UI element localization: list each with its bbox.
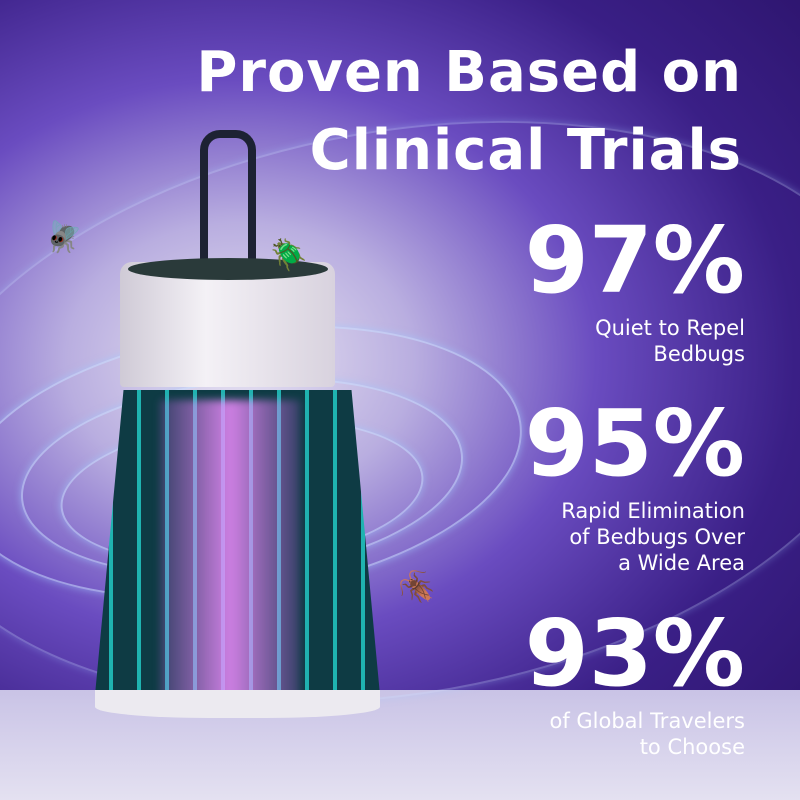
lamp-cap-top <box>128 258 328 280</box>
stat-value: 95% <box>524 390 745 497</box>
stat-travelers: 93% of Global Travelers to Choose <box>525 608 745 760</box>
headline-line-1: Proven Based on <box>196 40 742 105</box>
caption-line: of Bedbugs Over <box>569 525 745 549</box>
fly-icon: 🪰 <box>45 220 83 255</box>
lamp-strap <box>200 130 256 288</box>
stat-caption: Quiet to Repel Bedbugs <box>525 315 745 367</box>
bedbug-icon: 🪲 <box>270 238 308 273</box>
stat-elimination: 95% Rapid Elimination of Bedbugs Over a … <box>525 398 745 576</box>
cockroach-icon: 🪳 <box>398 570 436 605</box>
headline-line-2: Clinical Trials <box>309 118 742 183</box>
lamp-cap <box>120 262 335 387</box>
stat-value: 93% <box>524 600 745 707</box>
caption-line: Bedbugs <box>653 342 745 366</box>
stat-value: 97% <box>524 207 745 314</box>
uv-light-glow <box>160 400 300 700</box>
stat-caption: of Global Travelers to Choose <box>525 708 745 760</box>
caption-line: Quiet to Repel <box>595 316 745 340</box>
caption-line: of Global Travelers <box>549 709 745 733</box>
stat-quiet: 97% Quiet to Repel Bedbugs <box>525 215 745 367</box>
lamp-base <box>95 690 380 718</box>
caption-line: to Choose <box>639 735 745 759</box>
caption-line: Rapid Elimination <box>561 499 745 523</box>
caption-line: a Wide Area <box>618 551 745 575</box>
headline: Proven Based on Clinical Trials <box>196 34 742 190</box>
stat-caption: Rapid Elimination of Bedbugs Over a Wide… <box>525 498 745 576</box>
